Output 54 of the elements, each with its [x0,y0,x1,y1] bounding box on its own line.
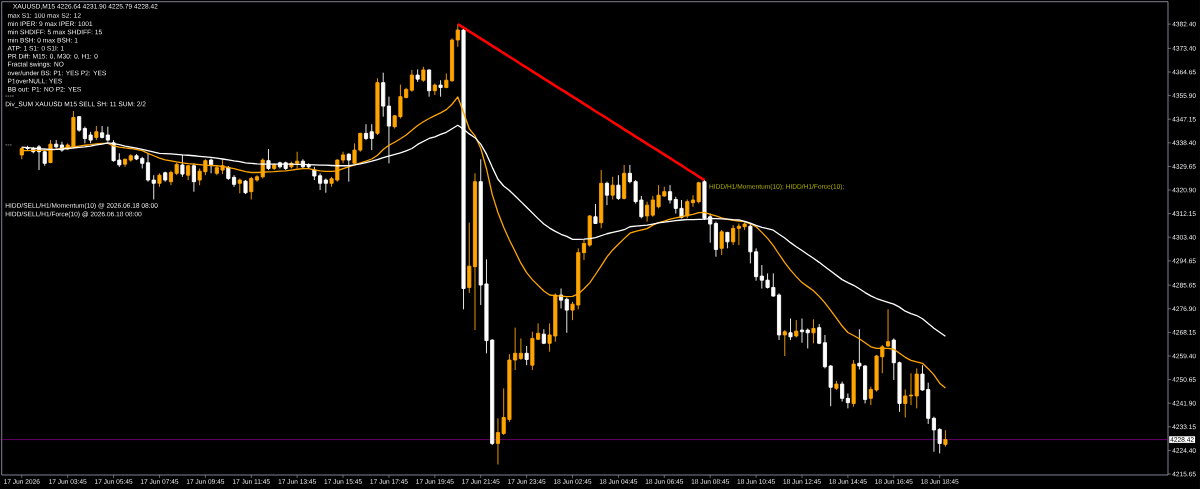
candlestick [518,338,523,361]
candlestick [48,139,53,164]
candlestick [427,68,432,98]
candlestick [719,229,724,256]
candlestick [811,318,816,344]
candlestick [840,381,845,403]
candlestick [794,319,799,338]
candlestick [421,66,426,83]
candlestick [375,77,380,136]
candlestick [266,148,271,171]
candlestick [524,345,529,366]
candlestick [128,153,133,163]
candlestick [237,177,242,194]
candlestick [943,429,948,448]
candlestick [209,158,214,174]
candlestick [94,125,99,141]
candlestick [180,154,185,178]
candlestick [616,174,621,201]
candlestick [409,69,414,93]
candlestick [593,203,598,225]
candlestick [381,72,386,118]
candlestick [645,201,650,223]
candlestick [731,224,736,246]
candlestick [186,164,191,181]
candlestick [243,179,248,195]
candlestick [788,318,793,341]
candlestick [59,141,64,153]
candlestick [157,172,162,188]
candlestick [54,139,59,149]
candlestick [834,380,839,391]
candlestick [100,125,105,139]
candlestick [713,221,718,258]
candlestick [782,329,787,357]
candlestick [541,328,546,345]
candlestick [610,176,615,200]
candlestick [123,158,128,168]
candlestick [564,297,569,334]
candlestick [845,393,850,409]
candlestick [817,323,822,345]
candlestick [77,115,82,133]
candlestick [725,231,730,249]
candlestick [667,184,673,204]
candlestick [346,152,351,183]
candlestick [432,83,437,96]
candlestick [604,181,609,206]
candlestick [455,23,460,48]
candlestick [163,171,168,183]
candlestick [191,162,196,193]
candlestick [415,68,420,83]
candlestick [851,359,856,408]
candlestick [438,79,443,98]
candlestick [622,164,627,200]
candlestick [599,169,604,229]
candlestick [323,177,328,194]
